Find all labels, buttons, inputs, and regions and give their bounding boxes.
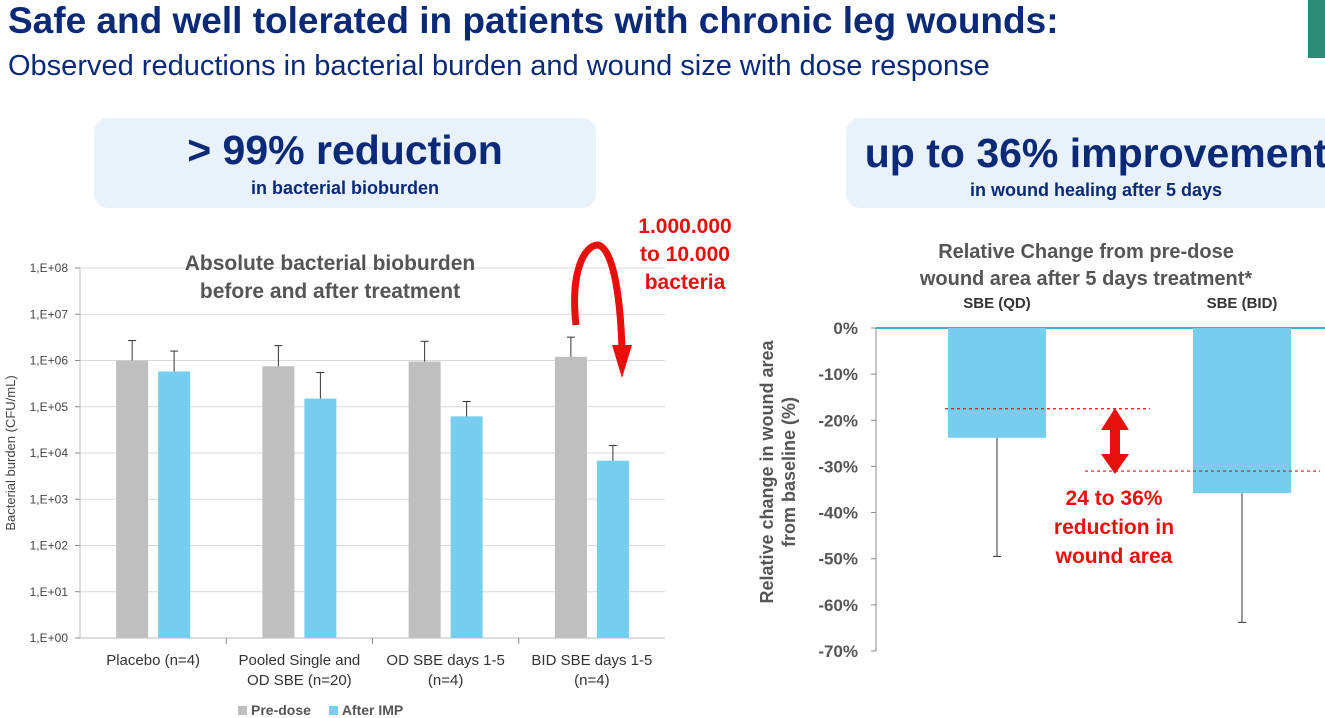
wound-chart-title-1: Relative Change from pre-dose bbox=[938, 241, 1234, 263]
y-tick-label: -10% bbox=[818, 365, 858, 384]
y-tick-label: -70% bbox=[818, 642, 858, 661]
healing-callout-headline: up to 36% improvement bbox=[864, 130, 1325, 176]
y-tick-label: 1,E+04 bbox=[30, 446, 69, 460]
wound-area-chart: 0% -10% -20% -30% -40% -50% -60% -70% SBE (QD) S… bbox=[757, 241, 1325, 661]
x-category-label: (n=4) bbox=[428, 672, 463, 689]
page-title: Safe and well tolerated in patients with… bbox=[8, 0, 1059, 41]
bioburden-chart-title-2: before and after treatment bbox=[200, 280, 460, 303]
x-category-label: OD SBE (n=20) bbox=[247, 672, 352, 689]
bacteria-annotation-1: 1.000.000 bbox=[638, 215, 731, 238]
bar-sbe-bid bbox=[1193, 328, 1291, 494]
x-category-label: Pooled Single and bbox=[238, 652, 360, 669]
x-category-label: Placebo (n=4) bbox=[106, 652, 200, 669]
bar-after-imp bbox=[304, 398, 337, 638]
y-tick-label: -60% bbox=[818, 596, 858, 615]
x-category-label: OD SBE days 1-5 bbox=[386, 652, 504, 669]
bar-after-imp bbox=[158, 371, 191, 638]
page-subtitle: Observed reductions in bacterial burden … bbox=[8, 50, 990, 82]
legend-swatch-pre bbox=[238, 706, 247, 715]
legend-label-after: After IMP bbox=[341, 702, 404, 718]
y-tick-label: 0% bbox=[833, 319, 858, 338]
wound-annotation-2: reduction in bbox=[1054, 516, 1174, 539]
bioburden-callout: > 99% reduction in bacterial bioburden bbox=[94, 118, 596, 208]
legend-swatch-after bbox=[328, 706, 338, 715]
healing-callout: up to 36% improvement in wound healing a… bbox=[846, 118, 1325, 208]
y-tick-label: 1,E+01 bbox=[30, 585, 69, 599]
bioburden-chart-title-1: Absolute bacterial bioburden bbox=[185, 252, 476, 275]
y-tick-label: -40% bbox=[818, 504, 858, 523]
healing-callout-caption: in wound healing after 5 days bbox=[969, 180, 1223, 200]
y-tick-label: -50% bbox=[818, 550, 858, 569]
y-tick-label: 1,E+00 bbox=[30, 631, 69, 645]
bar-after-imp bbox=[596, 460, 629, 638]
x-category-label: BID SBE days 1-5 bbox=[531, 652, 652, 669]
bar-pre-dose bbox=[408, 361, 441, 638]
wound-chart-title-2: wound area after 5 days treatment* bbox=[919, 268, 1253, 290]
bar-pre-dose bbox=[116, 360, 149, 638]
y-tick-label: 1,E+02 bbox=[30, 539, 69, 553]
bioburden-legend: Pre-dose After IMP bbox=[238, 702, 403, 718]
bioburden-callout-headline: > 99% reduction bbox=[187, 127, 503, 173]
x-category-label: SBE (QD) bbox=[963, 295, 1031, 312]
bar-sbe-qd bbox=[948, 328, 1046, 438]
bacteria-annotation-3: bacteria bbox=[645, 271, 726, 294]
bioburden-callout-caption: in bacterial bioburden bbox=[250, 178, 440, 198]
y-tick-label: 1,E+03 bbox=[30, 492, 69, 506]
wound-y-axis-label-1: Relative change in wound area bbox=[757, 339, 777, 603]
corner-decoration bbox=[1308, 0, 1325, 58]
x-category-label: SBE (BID) bbox=[1207, 295, 1278, 312]
y-tick-label: 1,E+07 bbox=[30, 307, 69, 321]
legend-label-pre: Pre-dose bbox=[251, 702, 311, 718]
y-tick-label: -30% bbox=[818, 457, 858, 476]
bacteria-annotation-2: to 10.000 bbox=[640, 243, 730, 266]
y-tick-label: 1,E+06 bbox=[30, 354, 69, 368]
wound-annotation-3: wound area bbox=[1055, 545, 1173, 568]
reduction-arrow bbox=[571, 241, 632, 378]
wound-y-axis-label-2: from baseline (%) bbox=[779, 397, 799, 547]
x-category-label: (n=4) bbox=[574, 672, 609, 689]
bioburden-chart: 1,E+00 1,E+01 1,E+02 1,E+03 1,E+04 1,E+05 1,E+… bbox=[3, 252, 665, 689]
bar-after-imp bbox=[450, 416, 483, 638]
double-arrow-icon bbox=[1101, 408, 1129, 474]
bar-pre-dose bbox=[554, 356, 587, 638]
y-tick-label: -20% bbox=[818, 411, 858, 430]
y-tick-label: 1,E+05 bbox=[30, 400, 69, 414]
wound-annotation-1: 24 to 36% bbox=[1066, 487, 1163, 510]
bar-pre-dose bbox=[262, 366, 295, 638]
bioburden-y-axis-label: Bacterial burden (CFU/mL) bbox=[3, 375, 18, 530]
y-tick-label: 1,E+08 bbox=[30, 261, 69, 275]
